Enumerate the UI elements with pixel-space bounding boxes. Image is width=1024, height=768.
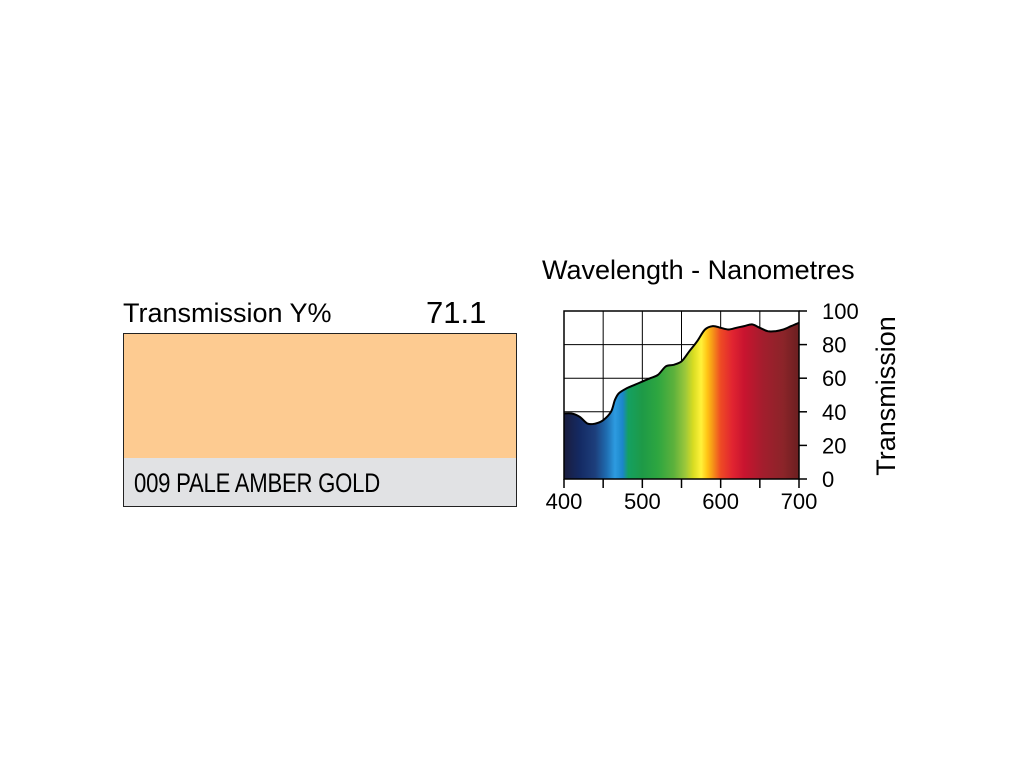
x-tick-label: 500 (624, 489, 661, 514)
x-tick-label: 400 (546, 489, 583, 514)
transmission-value: 71.1 (426, 295, 487, 330)
color-swatch (124, 334, 516, 459)
filter-name-bar: 009 PALE AMBER GOLD (124, 458, 516, 506)
y-tick-label: 0 (822, 467, 834, 492)
y-tick-label: 100 (822, 299, 859, 324)
swatch-box: 009 PALE AMBER GOLD (123, 333, 517, 507)
series-line (563, 321, 800, 426)
x-tick-label: 700 (781, 489, 818, 514)
transmission-label: Transmission Y% (123, 298, 332, 328)
y-tick-label: 60 (822, 366, 846, 391)
y-tick-label: 40 (822, 400, 846, 425)
chart-title: Wavelength - Nanometres (542, 255, 855, 285)
y-axis-label: Transmission (871, 316, 901, 476)
y-tick-label: 80 (822, 333, 846, 358)
y-tick-label: 20 (822, 433, 846, 458)
x-tick-label: 600 (702, 489, 739, 514)
filter-name: 009 PALE AMBER GOLD (134, 468, 380, 498)
series-area (564, 322, 799, 479)
